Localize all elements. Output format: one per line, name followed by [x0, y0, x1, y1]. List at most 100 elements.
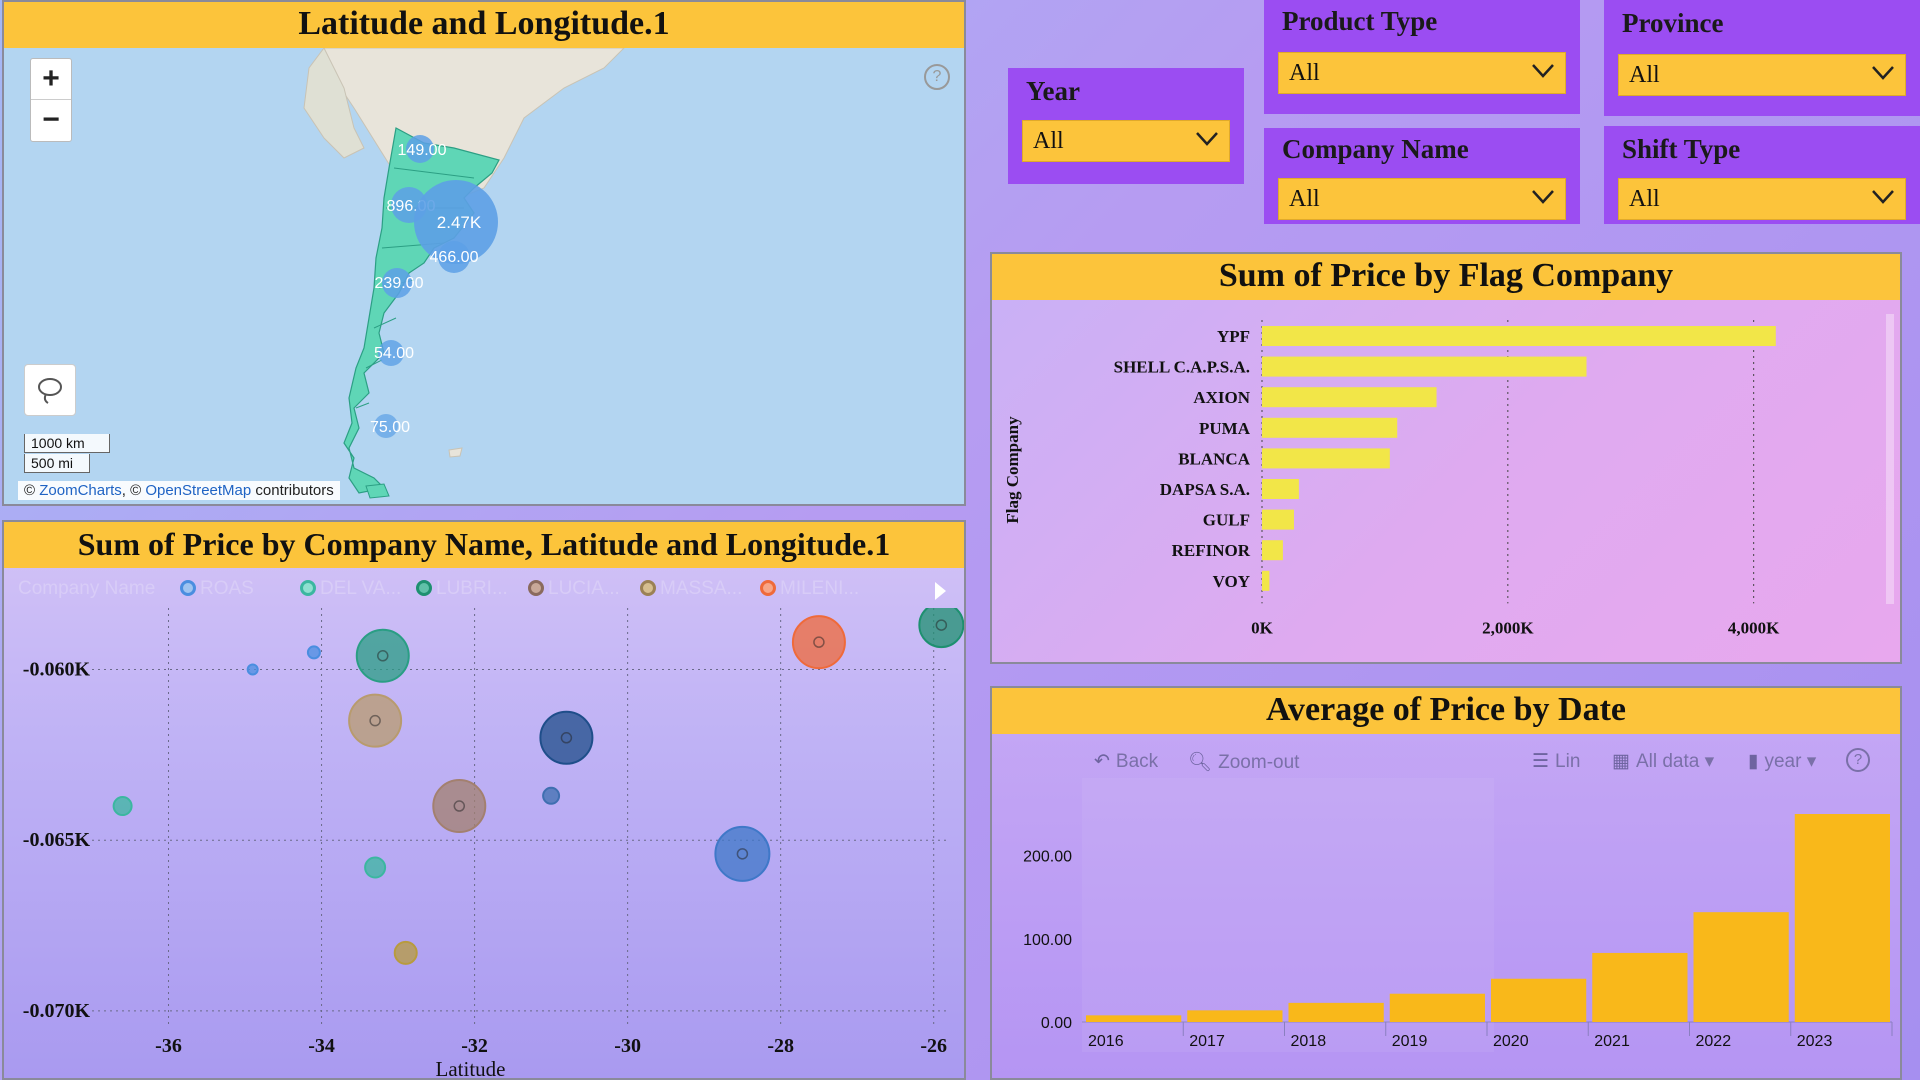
scatter-point[interactable] [306, 645, 321, 660]
province-value: All [1629, 62, 1660, 88]
map-bubble[interactable] [382, 268, 412, 298]
scatter-point[interactable] [432, 779, 487, 834]
bar[interactable] [1288, 1002, 1384, 1022]
all-data-button[interactable]: ▦ All data ▾ [1612, 751, 1715, 772]
scatter-point-center [813, 636, 825, 648]
bar [1262, 479, 1299, 499]
category-label: AXION [1193, 388, 1250, 407]
map-bubble[interactable] [378, 340, 404, 366]
bar[interactable] [1592, 952, 1688, 1022]
year-dropdown[interactable]: All [1022, 120, 1230, 162]
shift-type-label: Shift Type [1622, 134, 1741, 164]
scatter-point[interactable] [348, 693, 403, 748]
scatter-point[interactable] [714, 825, 771, 882]
chevron-down-icon [1872, 66, 1894, 80]
year-unit-button[interactable]: ▮ year ▾ [1748, 751, 1817, 772]
x-tick-label: 2022 [1696, 1033, 1732, 1050]
scatter-point[interactable] [246, 663, 259, 676]
help-icon[interactable]: ? [924, 64, 950, 90]
bar[interactable] [1491, 978, 1587, 1022]
legend-item[interactable]: ROAS [180, 578, 254, 600]
zoom-controls: + − [30, 58, 72, 142]
flag-scrollbar[interactable] [1886, 314, 1894, 604]
calendar-icon: ▦ [1612, 751, 1630, 772]
scatter-point[interactable] [791, 615, 846, 670]
zoom-out-button[interactable]: − [42, 103, 60, 136]
year-unit-label: year [1764, 751, 1802, 772]
bar [1262, 417, 1398, 438]
map-bubble[interactable] [406, 135, 434, 163]
lin-button[interactable]: ☰ Lin [1532, 750, 1580, 773]
map-bubble[interactable] [438, 241, 470, 273]
x-tick-label: 2019 [1392, 1033, 1428, 1050]
map-bubble-label: 54.00 [374, 345, 414, 362]
scatter-plot: -36 -34 -32 -30 -28 -26 -0.060K -0.065K -0.070K L… [23, 608, 964, 1078]
y-axis-label: Flag Company [1003, 416, 1022, 524]
bar[interactable] [1794, 814, 1890, 1022]
legend-dot [180, 580, 196, 596]
chevron-down-icon [1872, 190, 1894, 204]
lin-label: Lin [1555, 751, 1581, 772]
date-help-icon[interactable]: ? [1846, 748, 1870, 772]
legend-item[interactable]: LUBRI... [416, 578, 508, 600]
back-button[interactable]: ↶ Back [1094, 750, 1158, 773]
map-canvas[interactable]: 149.00 896.00 2.47K 466.00 239.00 54.00 … [4, 47, 964, 504]
scatter-point[interactable] [364, 856, 387, 879]
province-dropdown[interactable]: All [1618, 54, 1906, 96]
bar[interactable] [1086, 1015, 1182, 1022]
map-bubble-label: 466.00 [430, 249, 479, 266]
scatter-point[interactable] [539, 710, 594, 765]
bar[interactable] [1693, 912, 1789, 1022]
y-tick-label: -0.065K [23, 829, 91, 851]
bar [1262, 356, 1587, 377]
scatter-point[interactable] [393, 940, 418, 965]
bar [1262, 448, 1390, 469]
x-tick-label: 2020 [1493, 1033, 1529, 1050]
category-label: REFINOR [1172, 541, 1251, 560]
map-svg: 149.00 896.00 2.47K 466.00 239.00 54.00 … [303, 47, 626, 499]
scatter-point[interactable] [542, 786, 561, 805]
zoom-out-label: Zoom-out [1218, 752, 1300, 773]
year-value: All [1033, 128, 1064, 154]
x-tick-label: -28 [767, 1035, 794, 1057]
scatter-point-center [377, 650, 389, 662]
map-bubble-label: 149.00 [398, 142, 447, 159]
scatter-point[interactable] [355, 628, 410, 683]
legend-item[interactable]: MASSA... [640, 578, 742, 600]
shift-type-slicer: Shift Type All [1604, 126, 1920, 224]
product-type-dropdown[interactable]: All [1278, 52, 1566, 94]
province-slicer: Province All [1604, 0, 1920, 116]
bar[interactable] [1389, 993, 1485, 1022]
legend-item[interactable]: LUCIA... [528, 578, 620, 600]
legend-next-icon[interactable] [932, 580, 948, 602]
map-bubble[interactable] [414, 180, 498, 264]
map-bubble[interactable] [374, 414, 398, 438]
scatter-point-center [736, 848, 749, 860]
osm-link[interactable]: OpenStreetMap [145, 482, 252, 499]
company-name-dropdown[interactable]: All [1278, 178, 1566, 220]
legend-item[interactable]: DEL VA... [300, 578, 401, 600]
scatter-point-center [453, 800, 466, 812]
zoomcharts-link[interactable]: ZoomCharts [39, 482, 122, 499]
x-tick-label: 2023 [1797, 1033, 1833, 1050]
x-tick-label: -26 [920, 1035, 947, 1057]
x-axis-label: Latitude [436, 1057, 506, 1078]
scatter-point[interactable] [918, 608, 964, 649]
company-name-label: Company Name [1282, 134, 1469, 164]
zoom-in-button[interactable]: + [31, 59, 71, 100]
lasso-button[interactable] [24, 364, 76, 416]
shift-type-dropdown[interactable]: All [1618, 178, 1906, 220]
bar[interactable] [1187, 1010, 1283, 1022]
category-label: YPF [1217, 327, 1250, 346]
legend-item[interactable]: MILENI... [760, 578, 859, 600]
map-attribution: © ZoomCharts, © OpenStreetMap contributo… [18, 481, 340, 500]
scatter-point[interactable] [112, 796, 133, 817]
company-name-slicer: Company Name All [1264, 128, 1580, 224]
magnifier-icon: 🔍︎ [1188, 752, 1213, 773]
company-name-value: All [1289, 186, 1320, 212]
zoom-out-button[interactable]: 🔍︎ Zoom-out [1188, 750, 1299, 774]
chevron-down-icon [1532, 64, 1554, 78]
bar [1262, 387, 1437, 408]
map-tierra-del-fuego [365, 483, 390, 499]
legend-dot [640, 580, 656, 596]
